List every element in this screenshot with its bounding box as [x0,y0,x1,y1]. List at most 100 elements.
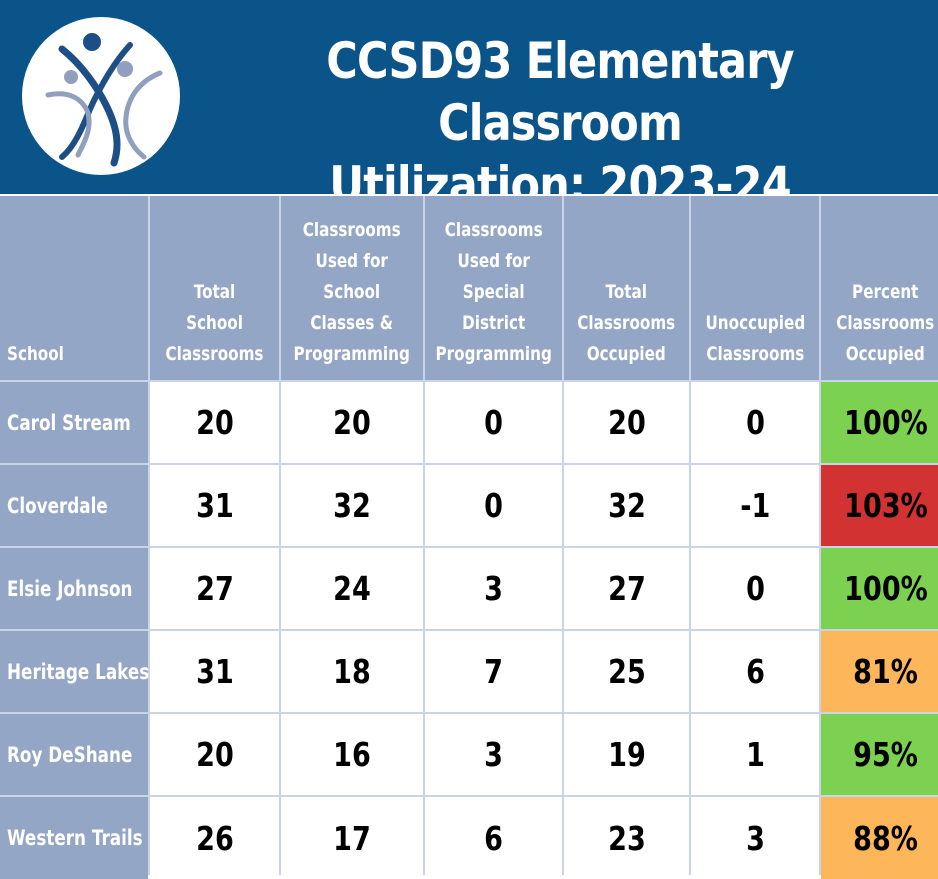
utilization-table: School Total School Classrooms Classroom… [0,196,938,879]
percent-value: 81% [853,652,918,691]
unoccupied-value: 0 [745,403,765,442]
school-classes-value: 16 [333,735,371,774]
title-line-1: CCSD93 Elementary Classroom [326,32,794,152]
unoccupied-cell: -1 [691,465,819,546]
column-header-label: School [7,343,64,365]
percent-cell: 100% [821,548,938,629]
percent-value: 103% [843,486,928,525]
school-name: Western Trails [7,826,143,850]
total-value: 31 [195,486,234,525]
school-name-cell: Heritage Lakes [0,631,150,712]
special-value: 0 [484,486,503,525]
school-classes-value: 17 [333,818,371,858]
occupied-cell: 32 [564,465,689,546]
column-header-special: Classrooms Used for Special District Pro… [425,196,562,380]
column-header-label: Total School Classrooms [165,281,264,365]
unoccupied-cell: 1 [691,714,819,795]
occupied-value: 27 [607,569,646,608]
unoccupied-value: 0 [745,569,765,608]
column-header-school-classes: Classrooms Used for School Classes & Pro… [281,196,423,380]
special-cell: 3 [425,714,562,795]
column-header-label: Unoccupied Classrooms [705,312,805,365]
school-classes-value: 32 [333,486,371,525]
column-header-unoccupied: Unoccupied Classrooms [691,196,819,380]
occupied-value: 20 [607,403,646,442]
unoccupied-value: -1 [739,486,771,525]
occupied-cell: 25 [564,631,689,712]
column-header-label: Classrooms Used for School Classes & Pro… [293,219,411,365]
special-cell: 0 [425,465,562,546]
page-title: CCSD93 Elementary Classroom Utilization:… [205,30,915,216]
school-name-cell: Elsie Johnson [0,548,148,629]
percent-value: 100% [843,403,928,442]
column-header-occupied: Total Classrooms Occupied [564,196,689,380]
total-value: 31 [195,652,234,691]
total-cell: 26 [150,797,279,879]
total-cell: 20 [150,382,279,463]
school-classes-cell: 18 [281,631,423,712]
school-name: Elsie Johnson [7,576,133,601]
column-header-label: Classrooms Used for Special District Pro… [435,219,552,365]
school-classes-cell: 24 [281,548,423,629]
column-header-school: School [0,196,148,380]
total-value: 27 [195,569,234,608]
unoccupied-cell: 6 [691,631,819,712]
unoccupied-cell: 0 [691,382,819,463]
people-celebrating-logo-icon [22,17,180,175]
column-header-total: Total School Classrooms [150,196,279,380]
occupied-value: 25 [607,652,646,691]
school-classes-value: 24 [333,569,371,608]
column-header-label: Percent Classrooms Occupied [836,281,935,365]
header-banner: CCSD93 Elementary Classroom Utilization:… [0,0,938,214]
school-classes-cell: 16 [281,714,423,795]
total-value: 26 [195,818,234,858]
occupied-value: 23 [607,818,646,858]
special-cell: 7 [425,631,562,712]
total-cell: 31 [150,465,279,546]
school-classes-cell: 32 [281,465,423,546]
percent-cell: 81% [821,631,938,712]
total-value: 20 [195,735,234,774]
occupied-cell: 23 [564,797,689,879]
school-name-cell: Roy DeShane [0,714,148,795]
school-classes-value: 20 [333,403,371,442]
percent-value: 88% [853,818,918,858]
school-name-cell: Western Trails [0,797,148,879]
occupied-cell: 19 [564,714,689,795]
school-name: Carol Stream [7,410,131,435]
school-name: Cloverdale [7,493,108,518]
school-name-cell: Cloverdale [0,465,148,546]
school-name: Heritage Lakes [7,659,150,684]
percent-cell: 100% [821,382,938,463]
special-cell: 0 [425,382,562,463]
school-name-cell: Carol Stream [0,382,148,463]
special-value: 7 [484,652,503,691]
total-cell: 31 [150,631,279,712]
percent-cell: 95% [821,714,938,795]
percent-cell: 103% [821,465,938,546]
percent-value: 95% [853,735,918,774]
unoccupied-value: 6 [745,652,765,691]
percent-value: 100% [843,569,928,608]
special-value: 6 [484,818,503,858]
unoccupied-value: 3 [745,818,765,858]
column-header-percent: Percent Classrooms Occupied [821,196,938,380]
unoccupied-cell: 3 [691,797,819,879]
special-value: 3 [484,569,503,608]
special-value: 0 [484,403,503,442]
total-value: 20 [195,403,234,442]
unoccupied-value: 1 [745,735,765,774]
special-cell: 6 [425,797,562,879]
total-cell: 20 [150,714,279,795]
school-classes-value: 18 [333,652,371,691]
occupied-value: 32 [607,486,646,525]
unoccupied-cell: 0 [691,548,819,629]
school-name: Roy DeShane [7,742,133,767]
special-value: 3 [484,735,503,774]
school-classes-cell: 20 [281,382,423,463]
occupied-cell: 27 [564,548,689,629]
total-cell: 27 [150,548,279,629]
percent-cell: 88% [821,797,938,879]
occupied-value: 19 [607,735,646,774]
column-header-label: Total Classrooms Occupied [577,281,676,365]
